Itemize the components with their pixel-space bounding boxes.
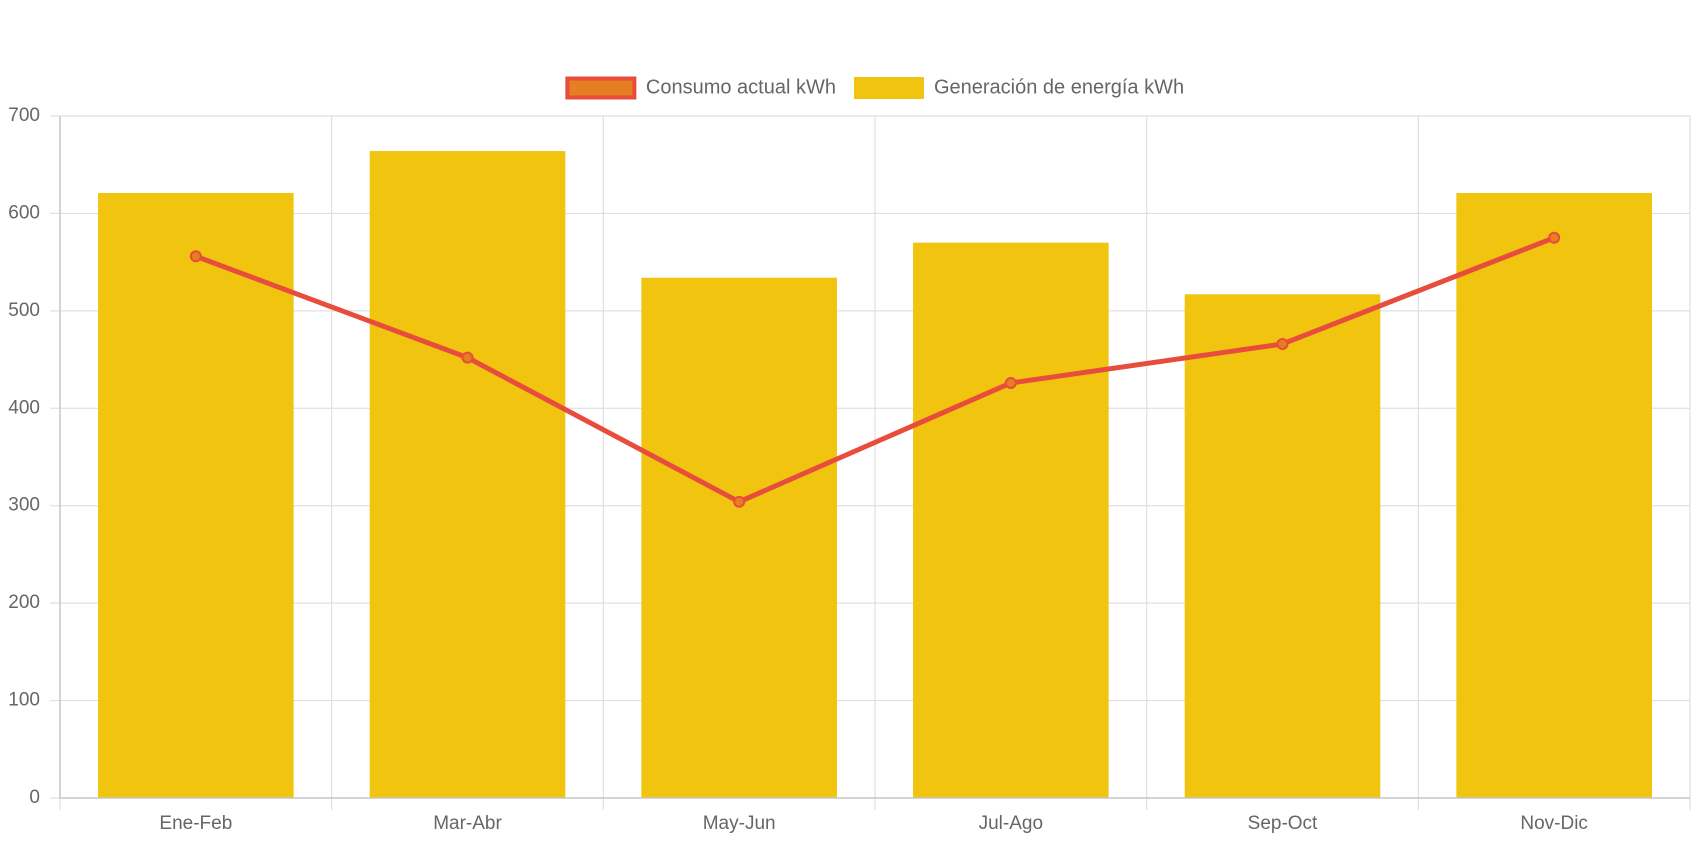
- bar[interactable]: [98, 192, 294, 798]
- grid-layer: [50, 115, 1691, 810]
- line-point[interactable]: [461, 351, 474, 364]
- line-point[interactable]: [189, 250, 202, 263]
- y-tick-label: 100: [8, 690, 40, 711]
- line-layer: [189, 231, 1561, 508]
- x-tick-label: Ene-Feb: [159, 813, 232, 834]
- bar[interactable]: [369, 151, 566, 798]
- consumption-line: [193, 235, 1557, 505]
- x-tick-label: Nov-Dic: [1520, 813, 1588, 834]
- line-point[interactable]: [1548, 231, 1561, 244]
- bar[interactable]: [913, 242, 1109, 798]
- y-tick-label: 700: [8, 105, 40, 126]
- legend: Consumo actual kWh Generación de energía …: [565, 76, 1184, 100]
- bar[interactable]: [641, 277, 837, 798]
- legend-item[interactable]: Generación de energía kWh: [853, 76, 1184, 99]
- legend-label: Generación de energía kWh: [934, 76, 1184, 98]
- legend-item[interactable]: Consumo actual kWh: [565, 76, 836, 100]
- y-tick-label: 0: [29, 787, 40, 808]
- line-point[interactable]: [733, 495, 746, 508]
- bar[interactable]: [1456, 192, 1652, 798]
- line-point[interactable]: [1004, 376, 1017, 389]
- legend-swatch: [853, 77, 924, 99]
- y-tick-label: 300: [8, 495, 40, 516]
- legend-swatch: [565, 76, 637, 100]
- y-tick-label: 200: [8, 592, 40, 613]
- axis-layer: 0 100 200 300 400 500 600 700 Ene-Feb Mar-Abr May-…: [8, 105, 1690, 834]
- legend-label: Consumo actual kWh: [646, 76, 836, 98]
- line-point[interactable]: [1276, 337, 1289, 350]
- y-tick-label: 500: [8, 300, 40, 321]
- x-tick-label: May-Jun: [703, 813, 776, 834]
- x-tick-label: Jul-Ago: [979, 813, 1043, 834]
- bar-layer: [98, 151, 1652, 798]
- y-tick-label: 600: [8, 202, 40, 223]
- x-tick-label: Mar-Abr: [433, 813, 502, 834]
- x-tick-label: Sep-Oct: [1248, 813, 1318, 834]
- y-tick-label: 400: [8, 397, 40, 418]
- bar[interactable]: [1184, 294, 1381, 798]
